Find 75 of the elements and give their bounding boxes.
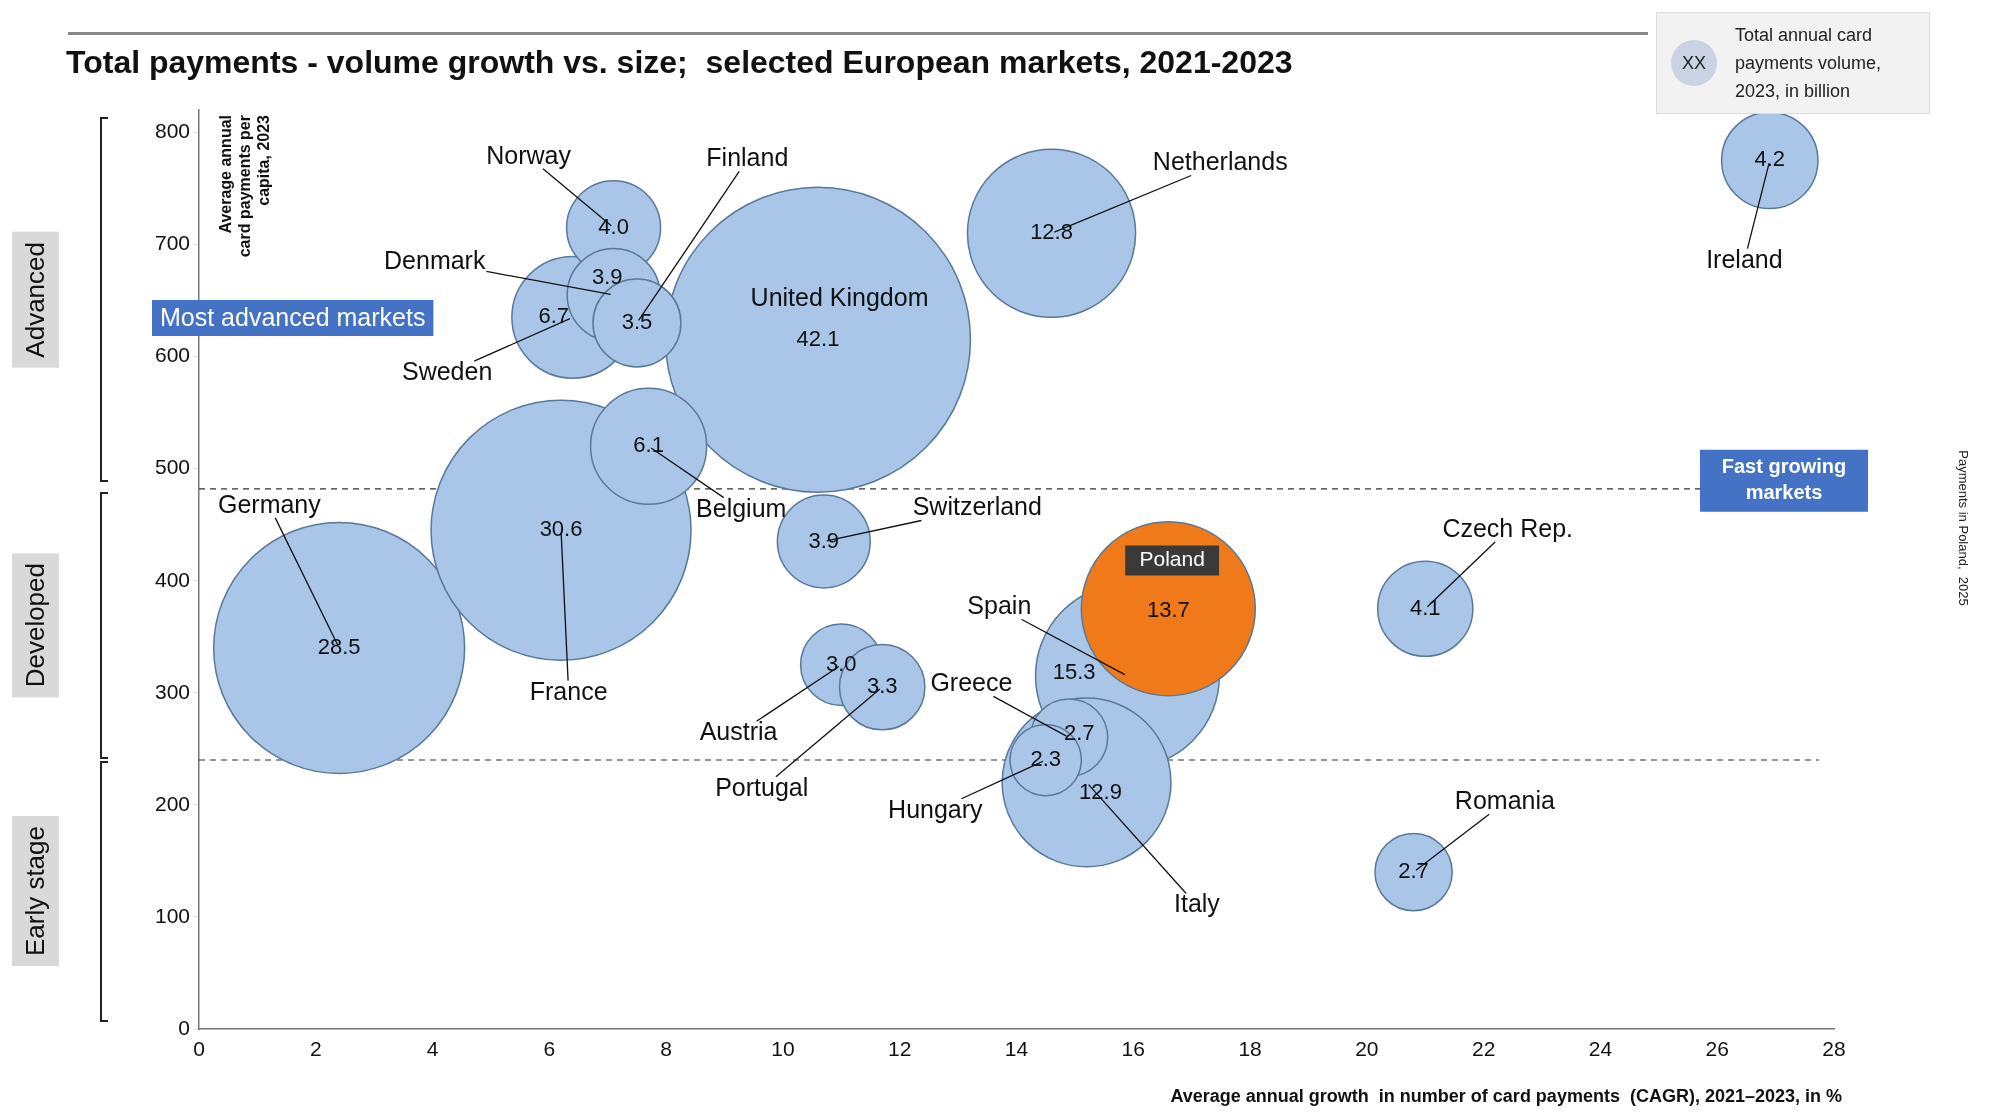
x-axis-title: Average annual growth in number of card payments (CAGR), 2021–2023, in % <box>1170 1085 1842 1106</box>
data-label: 3.3 <box>866 673 898 699</box>
annotation: Finland <box>706 143 789 172</box>
x-tick-label: 0 <box>193 1037 205 1061</box>
data-label: 13.7 <box>1146 597 1190 623</box>
x-tick-label: 2 <box>309 1037 322 1061</box>
annotation: Denmark <box>384 245 486 274</box>
x-tick-label: 26 <box>1705 1037 1729 1061</box>
x-tick-label: 16 <box>1121 1037 1145 1061</box>
data-label: 12.8 <box>1030 219 1073 245</box>
annotation: Netherlands <box>1152 147 1288 176</box>
data-label: 2.3 <box>1030 746 1061 772</box>
chart-title: Total payments - volume growth vs. size; selected European markets, 2021-2023 <box>66 43 1293 80</box>
y-tick-label: 300 <box>154 679 190 703</box>
data-label: 15.3 <box>1052 659 1096 685</box>
x-tick-label: 18 <box>1238 1037 1262 1061</box>
data-label: 6.7 <box>538 303 569 329</box>
annotation: Czech Rep. <box>1442 513 1574 542</box>
x-tick-label: 28 <box>1822 1037 1846 1061</box>
x-tick-label: 20 <box>1355 1037 1379 1061</box>
annotation: Austria <box>699 717 778 746</box>
x-tick-label: 12 <box>888 1037 912 1061</box>
text: Developed <box>11 553 59 698</box>
y-tick-label: 600 <box>154 343 190 367</box>
annotation: Hungary <box>888 794 984 823</box>
y-tick-label: 200 <box>154 791 190 815</box>
x-tick-label: 6 <box>543 1037 556 1061</box>
x-tick-label: 8 <box>660 1037 672 1061</box>
y-tick-label: 400 <box>154 567 190 591</box>
legend-title: Total annual card payments volume, 2023, in billion <box>1735 24 1883 103</box>
x-tick-label: 24 <box>1588 1037 1613 1061</box>
data-label: 28.5 <box>317 634 361 660</box>
annotation: Portugal <box>715 772 809 801</box>
circle-icon: XX <box>1671 40 1717 86</box>
annotation: Norway <box>486 140 572 169</box>
annotation: France <box>529 676 608 705</box>
annotation: Belgium <box>696 493 787 522</box>
data-label: 42.1 <box>796 325 840 351</box>
y-axis-title: Average annual card payments per capita, 2023 <box>217 114 273 258</box>
annotation: Spain <box>967 591 1032 620</box>
data-label: 3.9 <box>591 264 623 290</box>
x-tick-label: 14 <box>1004 1037 1029 1061</box>
data-label: 3.9 <box>808 527 840 553</box>
x-tick-label: 4 <box>426 1037 439 1061</box>
text: Early stage <box>11 816 59 967</box>
x-tick-label: 22 <box>1471 1037 1496 1061</box>
y-tick-label: 100 <box>154 903 190 927</box>
y-tick-label: 700 <box>154 231 190 255</box>
annotation: Poland <box>1139 547 1205 571</box>
data-label: 4.1 <box>1409 594 1441 620</box>
data-label: 3.0 <box>826 650 857 676</box>
annotation: Sweden <box>401 357 493 386</box>
annotation: Romania <box>1454 786 1556 815</box>
annotation: Greece <box>930 668 1013 697</box>
annotation: United Kingdom <box>750 283 929 312</box>
text: Payments in Poland, 2025 <box>1956 450 1972 606</box>
annotation: Most advanced markets <box>160 302 426 331</box>
annotation: Fast growing markets <box>1721 455 1847 504</box>
data-label: 4.2 <box>1754 146 1786 172</box>
data-label: 4.0 <box>598 213 629 239</box>
data-label: 2.7 <box>1063 719 1095 745</box>
key-panel: XX Total annual card payments volume, 2023, in billion <box>1656 12 1930 114</box>
data-label: 6.1 <box>633 432 664 458</box>
data-label: 2.7 <box>1398 858 1429 884</box>
annotation: Ireland <box>1706 244 1783 273</box>
annotation: Italy <box>1174 889 1221 918</box>
x-tick-label: 10 <box>771 1037 795 1061</box>
annotation: Switzerland <box>912 492 1042 521</box>
text: Advanced <box>11 231 59 368</box>
data-label: 30.6 <box>539 516 583 542</box>
y-tick-label: 0 <box>178 1015 190 1039</box>
data-label: 3.5 <box>621 309 653 334</box>
y-tick-label: 500 <box>154 455 190 479</box>
annotation: Germany <box>217 489 322 518</box>
y-tick-label: 800 <box>154 119 190 143</box>
